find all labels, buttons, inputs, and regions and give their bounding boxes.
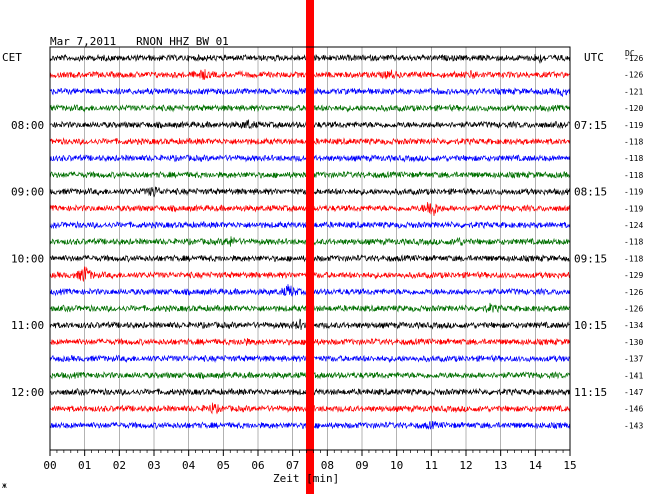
utc-time-label: 11:15 bbox=[574, 386, 607, 399]
x-tick-label: 00 bbox=[43, 459, 56, 472]
corner-mark-icon: ж bbox=[2, 481, 7, 490]
right-timezone-label: UTC bbox=[584, 51, 604, 64]
cet-time-label: 10:00 bbox=[11, 252, 44, 265]
x-axis-label: Zeit [min] bbox=[273, 472, 339, 485]
dc-value-label: -141 bbox=[624, 371, 643, 380]
utc-time-label: 10:15 bbox=[574, 319, 607, 332]
cet-time-label: 11:00 bbox=[11, 319, 44, 332]
x-tick-label: 05 bbox=[217, 459, 230, 472]
dc-value-label: -143 bbox=[624, 421, 643, 430]
x-tick-label: 07 bbox=[286, 459, 299, 472]
dc-value-label: -119 bbox=[624, 188, 643, 197]
cet-time-label: 08:00 bbox=[11, 119, 44, 132]
dc-value-label: -126 bbox=[624, 305, 643, 314]
x-tick-label: 02 bbox=[113, 459, 126, 472]
dc-value-label: -124 bbox=[624, 221, 643, 230]
dc-value-label: -118 bbox=[624, 254, 643, 263]
dc-value-label: -137 bbox=[624, 355, 643, 364]
dc-value-label: -126 bbox=[624, 71, 643, 80]
dc-value-label: -130 bbox=[624, 338, 643, 347]
dc-value-label: -126 bbox=[624, 54, 643, 63]
dc-value-label: -146 bbox=[624, 405, 643, 414]
dc-value-label: -134 bbox=[624, 321, 643, 330]
dc-value-label: -118 bbox=[624, 138, 643, 147]
cet-time-labels: 08:00 09:00 10:00 11:00 12:00 bbox=[11, 119, 44, 399]
x-tick-label: 10 bbox=[390, 459, 403, 472]
x-tick-label: 04 bbox=[182, 459, 196, 472]
x-tick-label: 08 bbox=[321, 459, 334, 472]
plot-title: Mar 7,2011 RNON HHZ BW 01 bbox=[50, 35, 229, 48]
utc-time-label: 09:15 bbox=[574, 252, 607, 265]
dc-value-label: -118 bbox=[624, 171, 643, 180]
x-tick-label: 01 bbox=[78, 459, 91, 472]
plot-frame bbox=[49, 46, 571, 451]
x-tick-label: 03 bbox=[147, 459, 160, 472]
utc-time-label: 07:15 bbox=[574, 119, 607, 132]
dc-value-label: -121 bbox=[624, 87, 643, 96]
dc-value-label: -120 bbox=[624, 104, 643, 113]
dc-column-header: DC bbox=[625, 49, 635, 58]
x-tick-label: 14 bbox=[529, 459, 543, 472]
dc-value-label: -147 bbox=[624, 388, 643, 397]
dc-value-label: -126 bbox=[624, 288, 643, 297]
dc-value-label: -118 bbox=[624, 154, 643, 163]
x-tick-label: 06 bbox=[251, 459, 264, 472]
x-axis-ticks: 00 01 02 03 04 05 06 07 08 09 10 11 12 13 14 15 bbox=[43, 450, 577, 472]
cet-time-label: 12:00 bbox=[11, 386, 44, 399]
x-tick-label: 12 bbox=[459, 459, 472, 472]
utc-time-labels: 07:15 08:15 09:15 10:15 11:15 bbox=[574, 119, 607, 399]
left-timezone-label: CET bbox=[2, 51, 22, 64]
dc-value-label: -119 bbox=[624, 204, 643, 213]
cet-time-label: 09:00 bbox=[11, 186, 44, 199]
x-tick-label: 09 bbox=[355, 459, 368, 472]
dc-value-label: -129 bbox=[624, 271, 643, 280]
utc-time-label: 08:15 bbox=[574, 186, 607, 199]
minute-grid bbox=[84, 47, 536, 450]
x-tick-label: 11 bbox=[425, 459, 438, 472]
x-tick-label: 15 bbox=[563, 459, 576, 472]
dc-offset-labels: -126 -126 -121 -120 -119 -118 -118 -118 -119 -119… bbox=[624, 54, 643, 430]
dc-value-label: -119 bbox=[624, 121, 643, 130]
dc-value-label: -118 bbox=[624, 238, 643, 247]
event-marker-bar bbox=[306, 0, 314, 494]
x-tick-label: 13 bbox=[494, 459, 507, 472]
